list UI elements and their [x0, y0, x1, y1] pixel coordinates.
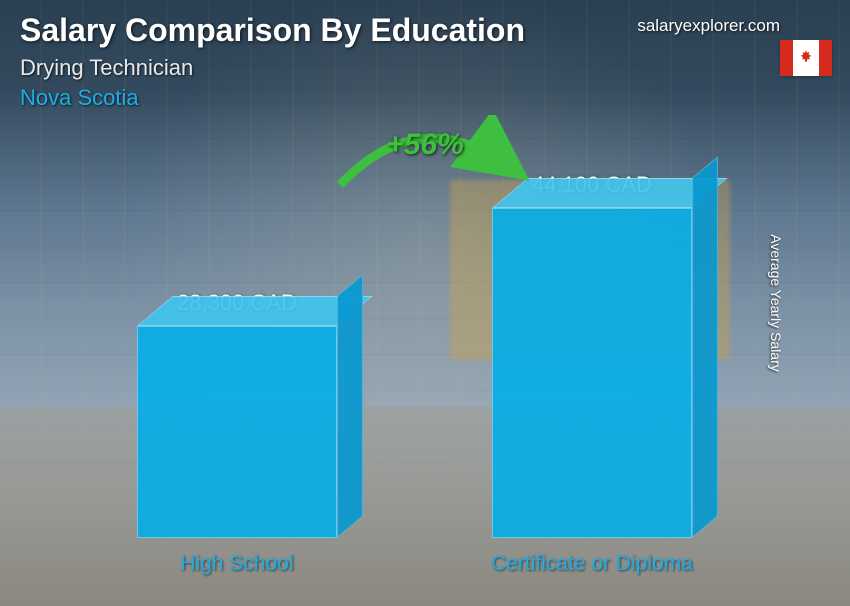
bar-side-face [692, 156, 718, 538]
percentage-increase-value: +56% [386, 128, 464, 162]
bar-side-face [337, 274, 363, 538]
bar-3d [492, 208, 692, 538]
bar-group: 28,300 CADHigh School [137, 290, 337, 576]
percentage-increase-badge: +56% [386, 128, 464, 162]
page-title: Salary Comparison By Education [20, 12, 830, 49]
bar-category-label: Certificate or Diploma [491, 552, 693, 576]
bar-front-face [137, 326, 337, 538]
bar-category-label: High School [180, 552, 293, 576]
region-label: Nova Scotia [20, 85, 830, 111]
bar-front-face [492, 208, 692, 538]
bar-group: 44,100 CADCertificate or Diploma [491, 172, 693, 576]
header: Salary Comparison By Education Drying Te… [20, 12, 830, 111]
job-title: Drying Technician [20, 55, 830, 81]
bar-3d [137, 326, 337, 538]
